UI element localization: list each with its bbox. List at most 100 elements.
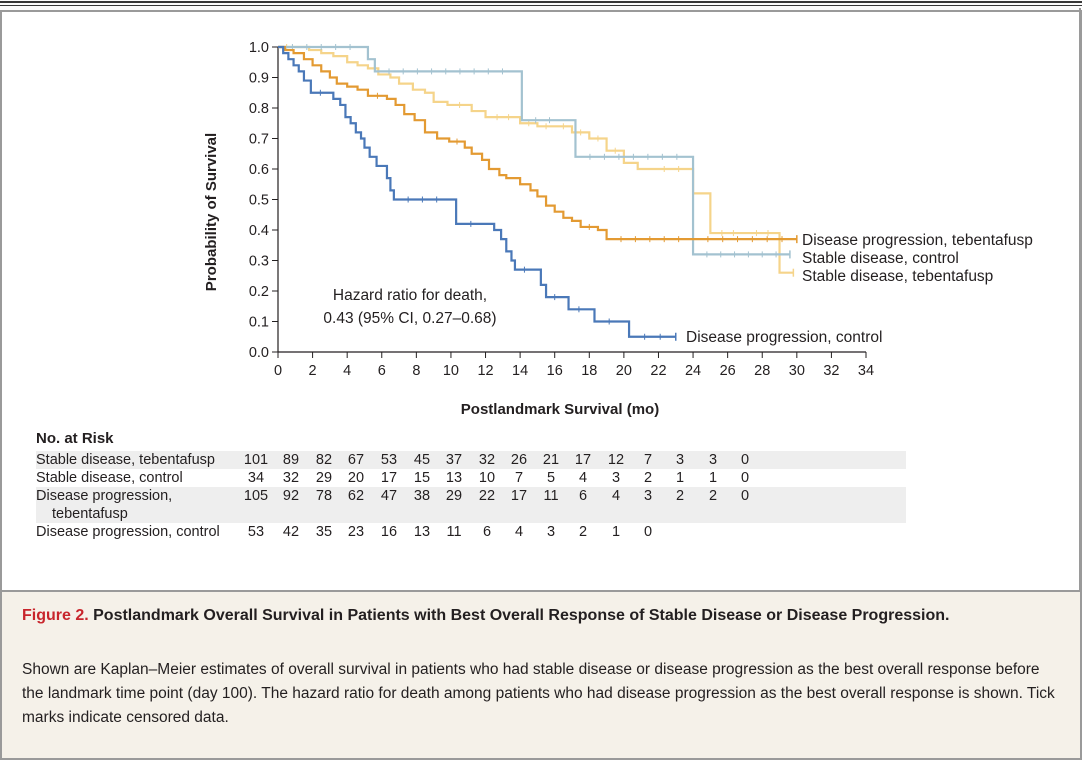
x-tick-label: 2 (309, 363, 317, 379)
risk-value: 1 (708, 470, 718, 486)
risk-value: 12 (607, 452, 625, 468)
legend-label-sd-tebentafusp: Stable disease, tebentafusp (802, 268, 993, 285)
figure-caption: Figure 2. Postlandmark Overall Survival … (0, 590, 1082, 760)
y-tick-label: 0.5 (249, 193, 269, 209)
risk-row-label: Stable disease, control (36, 470, 183, 486)
risk-value: 29 (445, 488, 463, 504)
x-tick-label: 16 (547, 363, 563, 379)
x-tick-label: 32 (823, 363, 839, 379)
risk-value: 67 (347, 452, 365, 468)
figure-label: Figure 2. (22, 607, 89, 624)
x-tick-label: 6 (378, 363, 386, 379)
x-tick-label: 18 (581, 363, 597, 379)
risk-value: 17 (574, 452, 592, 468)
caption-title: Figure 2. Postlandmark Overall Survival … (22, 604, 1052, 628)
risk-row: Disease progression, control 53 42 35 23 16 13… (36, 523, 906, 541)
risk-value: 0 (740, 452, 750, 468)
risk-value: 2 (675, 488, 685, 504)
series-line-3 (278, 45, 676, 338)
risk-value: 6 (578, 488, 588, 504)
y-tick-label: 0.6 (249, 162, 269, 178)
risk-value: 32 (478, 452, 496, 468)
legend-label-sd-control: Stable disease, control (802, 250, 959, 267)
risk-row-label-cont: tebentafusp (52, 506, 128, 522)
hazard-ratio-line1: Hazard ratio for death, (333, 287, 487, 304)
risk-value: 2 (643, 470, 653, 486)
risk-value: 0 (643, 524, 653, 540)
risk-value: 62 (347, 488, 365, 504)
risk-value: 13 (445, 470, 463, 486)
x-tick-label: 28 (754, 363, 770, 379)
chart-curves (278, 44, 798, 341)
risk-row: Stable disease, tebentafusp 101 89 82 67 53 45… (36, 451, 906, 469)
risk-value: 105 (243, 488, 269, 504)
y-axis-label: Probability of Survival (203, 133, 220, 291)
risk-value: 34 (247, 470, 265, 486)
y-tick-label: 0.1 (249, 315, 269, 331)
risk-value: 53 (247, 524, 265, 540)
caption-title-text: Postlandmark Overall Survival in Patient… (88, 607, 950, 624)
risk-value: 2 (578, 524, 588, 540)
risk-value: 37 (445, 452, 463, 468)
legend-label-dp-control: Disease progression, control (686, 329, 882, 346)
risk-table-rows: Stable disease, tebentafusp 101 89 82 67 53 45… (36, 451, 906, 541)
risk-value: 45 (413, 452, 431, 468)
top-rule-thin (0, 5, 1082, 6)
risk-value: 32 (282, 470, 300, 486)
y-tick-label: 0.2 (249, 284, 269, 300)
risk-value: 53 (380, 452, 398, 468)
series-line-1 (278, 45, 790, 256)
risk-row-label: Stable disease, tebentafusp (36, 452, 215, 468)
risk-value: 5 (546, 470, 556, 486)
risk-value: 29 (315, 470, 333, 486)
risk-value: 35 (315, 524, 333, 540)
risk-value: 7 (643, 452, 653, 468)
risk-value: 101 (243, 452, 269, 468)
risk-value: 17 (510, 488, 528, 504)
risk-value: 7 (514, 470, 524, 486)
chart-axes: 0.00.10.20.30.40.50.60.70.80.91.00 2 4 6 8 10… (249, 40, 874, 379)
risk-value: 3 (546, 524, 556, 540)
y-tick-label: 0.3 (249, 254, 269, 270)
risk-value: 11 (446, 524, 462, 540)
risk-value: 92 (282, 488, 300, 504)
caption-body: Shown are Kaplan–Meier estimates of over… (22, 661, 1055, 726)
x-tick-label: 22 (650, 363, 666, 379)
x-tick-label: 24 (685, 363, 701, 379)
risk-value: 4 (611, 488, 621, 504)
y-tick-label: 0.4 (249, 223, 269, 239)
risk-value: 89 (282, 452, 300, 468)
risk-value: 3 (675, 452, 685, 468)
series-line-0 (278, 45, 794, 274)
risk-value: 4 (514, 524, 524, 540)
risk-row-label: Disease progression, (36, 488, 173, 504)
x-tick-label: 30 (789, 363, 805, 379)
risk-value: 10 (478, 470, 496, 486)
top-rule (0, 1, 1082, 3)
risk-value: 21 (542, 452, 560, 468)
x-tick-label: 26 (720, 363, 736, 379)
risk-value: 0 (740, 470, 750, 486)
risk-value: 13 (413, 524, 431, 540)
x-tick-label: 14 (512, 363, 528, 379)
risk-value: 3 (611, 470, 621, 486)
panel-right-border (1079, 8, 1081, 590)
y-tick-label: 0.7 (249, 132, 269, 148)
x-tick-label: 8 (412, 363, 420, 379)
risk-row: Disease progression, tebentafusp 105 92 78 62… (36, 487, 906, 523)
x-tick-label: 10 (443, 363, 459, 379)
x-tick-label: 4 (343, 363, 351, 379)
risk-row: Stable disease, control 34 32 29 20 17 15 13 10 7… (36, 469, 906, 487)
risk-value: 23 (347, 524, 365, 540)
risk-value: 20 (347, 470, 365, 486)
y-tick-label: 1.0 (249, 40, 269, 56)
risk-value: 6 (482, 524, 492, 540)
legend-label-dp-tebentafusp: Disease progression, tebentafusp (802, 232, 1033, 249)
risk-value: 26 (510, 452, 528, 468)
risk-table-title: No. at Risk (36, 430, 114, 447)
risk-value: 3 (708, 452, 718, 468)
risk-value: 17 (380, 470, 398, 486)
risk-value: 1 (611, 524, 621, 540)
survival-chart: 0.00.10.20.30.40.50.60.70.80.91.00 2 4 6 8 10… (203, 40, 1033, 418)
x-tick-label: 20 (616, 363, 632, 379)
